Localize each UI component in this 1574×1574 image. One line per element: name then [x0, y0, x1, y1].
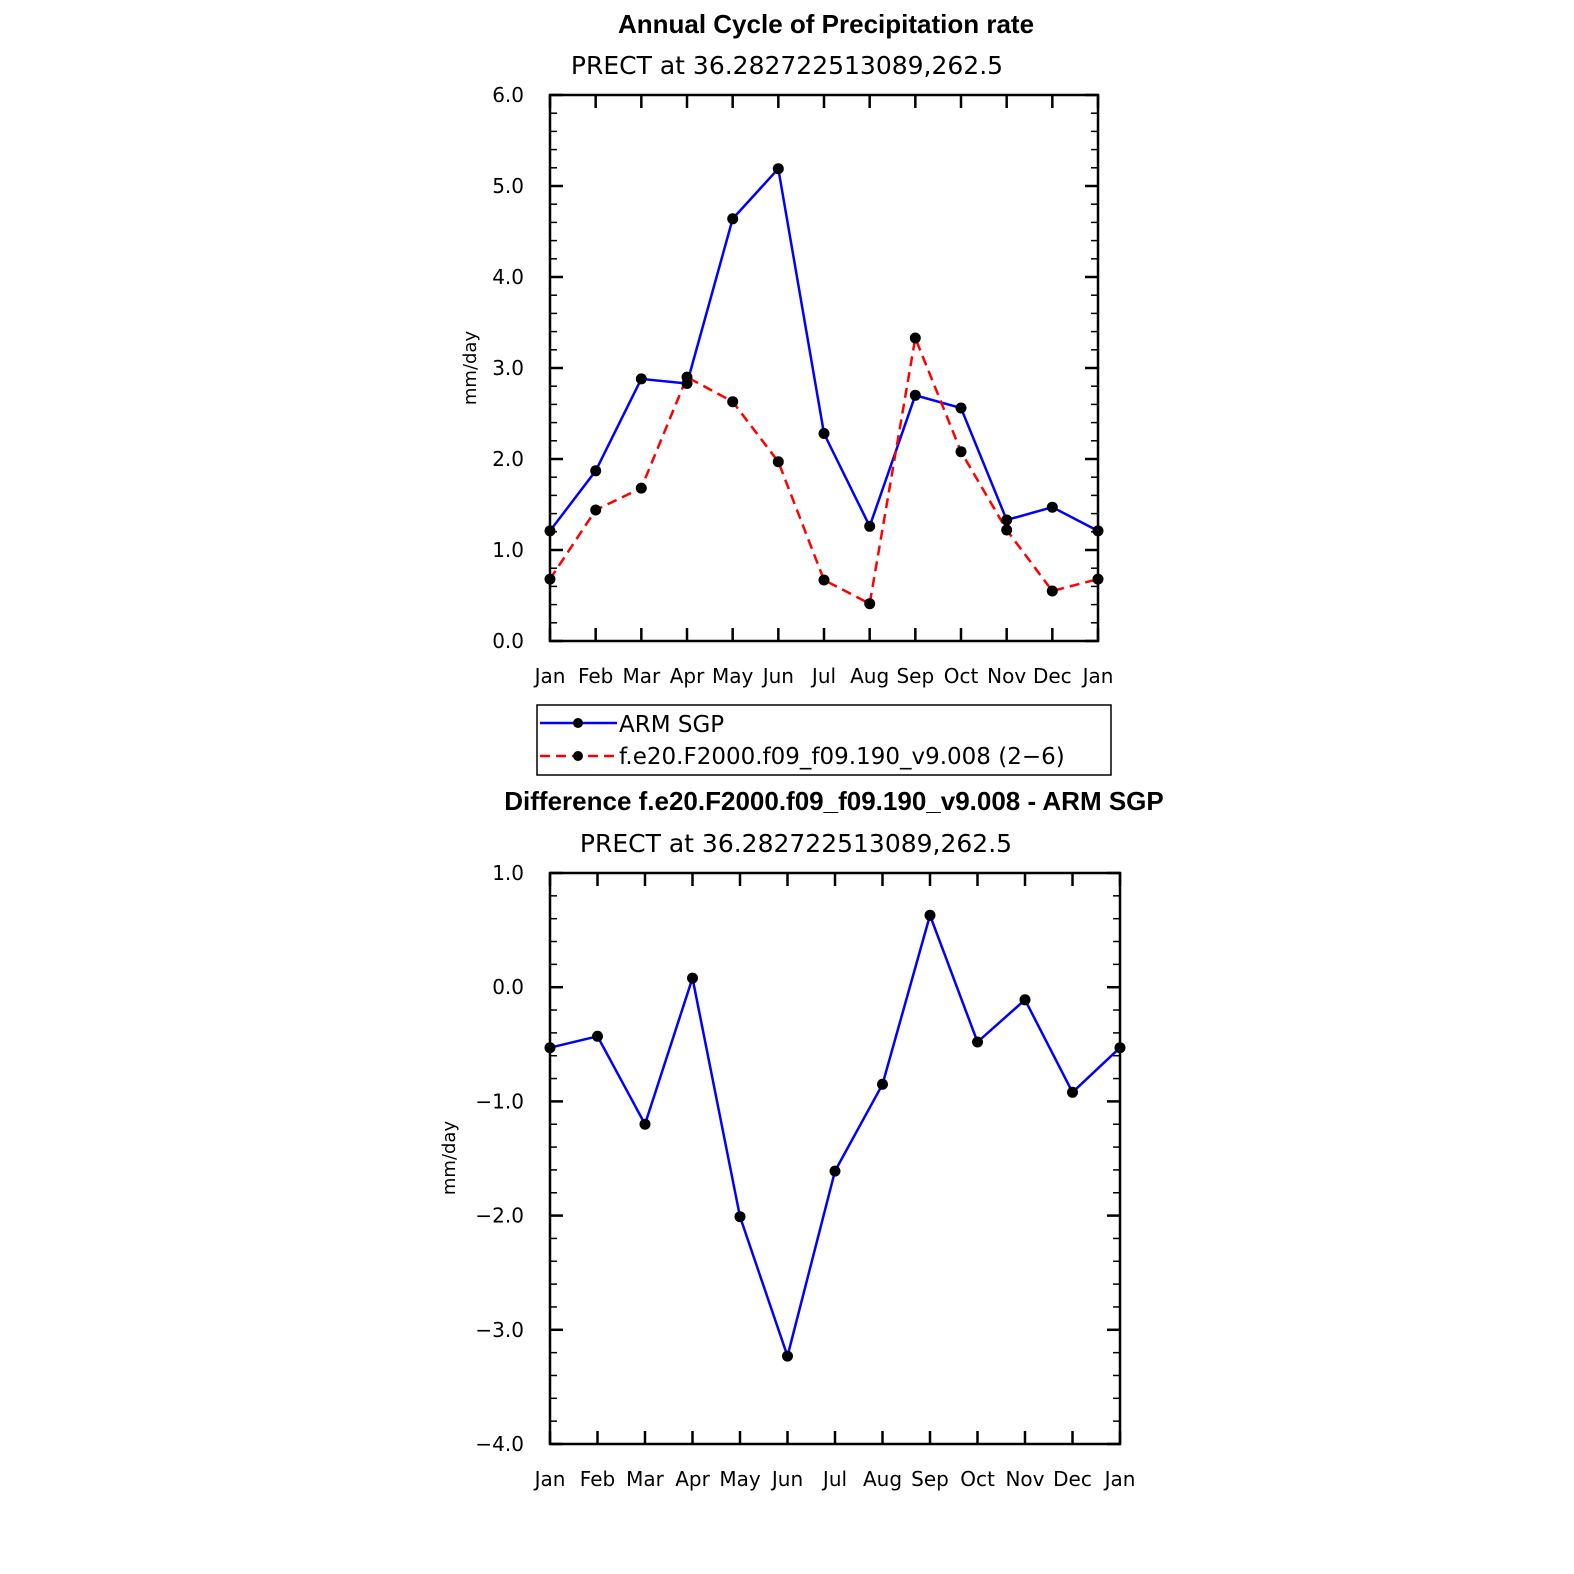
- chart1-frame: [548, 93, 1100, 643]
- series-1-point: [590, 504, 602, 516]
- chart1-legend: ARM SGP f.e20.F2000.f09_f09.190_v9.008 (…: [536, 704, 1112, 776]
- y-tick-label: −3.0: [475, 1318, 524, 1342]
- series-0-point: [590, 465, 602, 477]
- y-tick-label: 1.0: [492, 538, 524, 562]
- chart2-title: Difference f.e20.F2000.f09_f09.190_v9.00…: [504, 786, 1164, 816]
- series-0-point: [727, 213, 739, 225]
- series-0-point: [955, 402, 967, 414]
- series-1-point: [772, 456, 784, 468]
- series-0-point: [818, 428, 830, 439]
- x-tick-label: Feb: [580, 1467, 615, 1491]
- series-1-point: [1046, 585, 1058, 597]
- legend-marker-model: [573, 751, 583, 761]
- y-tick-label: −4.0: [475, 1432, 524, 1456]
- chart1-ylabel: mm/day: [460, 331, 481, 406]
- x-tick-label: Jan: [1103, 1467, 1136, 1491]
- series-1-point: [681, 371, 693, 383]
- series-0-point: [829, 1165, 841, 1177]
- series-line-0: [549, 165, 1099, 533]
- chart-difference: Difference f.e20.F2000.f09_f09.190_v9.00…: [439, 786, 1164, 1491]
- x-tick-label: Sep: [896, 664, 934, 688]
- y-tick-label: 2.0: [492, 447, 524, 471]
- series-line-1: [548, 333, 1099, 606]
- series-1-point: [818, 574, 830, 586]
- series-0-point: [877, 1078, 888, 1090]
- series-0-point: [1067, 1086, 1078, 1098]
- x-tick-label: Sep: [911, 1467, 949, 1491]
- series-0-point: [592, 1030, 603, 1042]
- legend-marker-arm-sgp: [573, 718, 583, 728]
- x-tick-label: Jun: [770, 1467, 803, 1491]
- chart1-series: [544, 163, 1104, 610]
- x-tick-label: Jan: [533, 664, 566, 688]
- x-tick-label: Mar: [622, 664, 661, 688]
- x-tick-label: Mar: [626, 1467, 665, 1491]
- y-tick-label: 4.0: [492, 265, 524, 289]
- series-0-point: [924, 909, 936, 921]
- x-tick-label: Nov: [1005, 1467, 1044, 1491]
- x-tick-label: Aug: [863, 1467, 902, 1491]
- series-0-point: [1001, 514, 1013, 526]
- series-0-point: [734, 1211, 746, 1223]
- x-tick-label: May: [719, 1467, 761, 1491]
- x-tick-label: May: [712, 664, 754, 688]
- y-tick-label: −1.0: [475, 1089, 524, 1113]
- chart1-subtitle: PRECT at 36.282722513089,262.5: [571, 51, 1003, 80]
- series-0-point: [1019, 994, 1031, 1006]
- series-0-point: [972, 1036, 983, 1048]
- chart2-frame: [548, 871, 1122, 1446]
- x-tick-label: Jan: [533, 1467, 566, 1491]
- series-0-point: [687, 972, 698, 984]
- y-tick-label: −2.0: [475, 1204, 524, 1228]
- series-0-point: [864, 520, 876, 532]
- y-tick-label: 0.0: [492, 975, 524, 999]
- x-tick-label: Oct: [960, 1467, 995, 1491]
- y-tick-label: 0.0: [492, 629, 524, 653]
- series-0-point: [909, 389, 921, 401]
- series-0-point: [772, 163, 784, 175]
- y-tick-label: 1.0: [492, 861, 524, 885]
- series-1-point: [864, 598, 876, 610]
- y-tick-label: 6.0: [492, 83, 524, 107]
- legend-label-arm-sgp: ARM SGP: [619, 712, 724, 738]
- chart1-axes: 0.0 1.0 2.0 3.0 4.0 5.0 6.0 Jan Feb Mar Apr May Jun J…: [492, 83, 1113, 688]
- series-0-point: [639, 1118, 651, 1130]
- series-1-point: [635, 482, 647, 494]
- chart2-axes: −4.0 −3.0 −2.0 −1.0 0.0 1.0 Jan Feb Mar Apr May Jun…: [475, 861, 1135, 1491]
- x-tick-label: Nov: [987, 664, 1026, 688]
- series-0-point: [1046, 501, 1058, 513]
- series-1-point: [1001, 524, 1013, 536]
- x-tick-label: Jul: [821, 1467, 847, 1491]
- chart1-title: Annual Cycle of Precipitation rate: [618, 9, 1034, 39]
- series-0-point: [635, 373, 647, 385]
- series-1-point: [955, 446, 967, 458]
- x-tick-label: Dec: [1053, 1467, 1092, 1491]
- x-tick-label: Jun: [761, 664, 794, 688]
- y-tick-label: 3.0: [492, 356, 524, 380]
- series-line-0: [549, 911, 1121, 1361]
- series-0-point: [782, 1350, 793, 1362]
- x-tick-label: Jan: [1081, 664, 1114, 688]
- legend-box: [536, 704, 1112, 776]
- x-tick-label: Dec: [1033, 664, 1072, 688]
- chart2-subtitle: PRECT at 36.282722513089,262.5: [580, 829, 1012, 858]
- y-tick-label: 5.0: [492, 174, 524, 198]
- legend-label-model: f.e20.F2000.f09_f09.190_v9.008 (2−6): [619, 744, 1065, 770]
- x-tick-label: Jul: [810, 664, 836, 688]
- x-tick-label: Aug: [850, 664, 889, 688]
- x-tick-label: Oct: [944, 664, 979, 688]
- chart2-series: [544, 909, 1126, 1362]
- x-tick-label: Feb: [578, 664, 613, 688]
- series-1-point: [727, 396, 739, 408]
- x-tick-label: Apr: [675, 1467, 710, 1491]
- x-tick-label: Apr: [670, 664, 705, 688]
- series-1-point: [909, 332, 921, 344]
- chart2-ylabel: mm/day: [439, 1121, 460, 1196]
- chart-annual-cycle: Annual Cycle of Precipitation rate PRECT…: [460, 9, 1113, 776]
